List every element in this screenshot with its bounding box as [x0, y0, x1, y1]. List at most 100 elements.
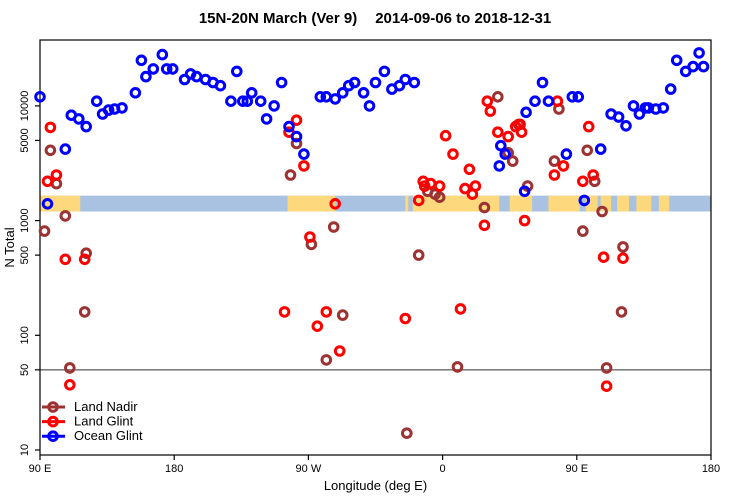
- data-point-ocean-glint: [178, 73, 191, 86]
- data-point-land-nadir: [492, 91, 504, 103]
- x-tick-label: 90 W: [296, 463, 322, 475]
- legend-marker: [47, 415, 59, 428]
- plot-border: [39, 39, 712, 456]
- map-band-land: [617, 195, 629, 212]
- map-band-land: [600, 195, 612, 212]
- y-tick-label: 10: [19, 444, 31, 456]
- data-point-land-glint: [484, 105, 497, 117]
- data-point-ocean-glint: [693, 47, 705, 59]
- data-point-land-nadir: [44, 144, 57, 157]
- map-band-ocean: [40, 195, 711, 212]
- data-point-land-glint: [577, 175, 589, 188]
- y-tick-label: 5000: [19, 128, 31, 152]
- data-point-land-glint: [278, 306, 291, 318]
- data-point-ocean-glint: [536, 76, 549, 89]
- data-point-land-glint: [459, 182, 471, 195]
- x-axis-label: Longitude (deg E): [324, 478, 427, 493]
- data-point-ocean-glint: [687, 60, 699, 73]
- map-band-land: [548, 195, 580, 212]
- map-band-land: [585, 195, 598, 212]
- data-point-land-nadir: [327, 221, 340, 233]
- data-point-ocean-glint: [697, 60, 710, 73]
- chart-title: 15N-20N March (Ver 9) 2014-09-06 to 2018-…: [0, 10, 750, 27]
- data-point-land-glint: [548, 169, 561, 181]
- map-band-land: [636, 195, 652, 212]
- data-point-ocean-glint: [572, 91, 585, 103]
- data-point-land-glint: [447, 148, 459, 160]
- data-point-land-nadir: [59, 210, 72, 222]
- data-point-land-nadir: [412, 249, 425, 261]
- data-point-land-nadir: [290, 137, 303, 150]
- x-tick-label: 180: [165, 463, 183, 475]
- y-tick-label: 100: [19, 326, 31, 344]
- data-point-ocean-glint: [41, 198, 54, 210]
- map-band-land: [658, 195, 670, 212]
- data-point-land-glint: [64, 379, 76, 391]
- legend-label-land-nadir: Land Nadir: [74, 399, 138, 414]
- y-tick-label: 500: [19, 246, 31, 264]
- data-point-ocean-glint: [348, 76, 361, 89]
- data-point-land-nadir: [596, 205, 608, 218]
- data-point-land-nadir: [548, 155, 561, 167]
- data-point-land-glint: [44, 121, 57, 134]
- data-point-land-nadir: [38, 225, 51, 237]
- data-point-ocean-glint: [594, 143, 607, 155]
- data-point-ocean-glint: [393, 79, 406, 92]
- data-point-ocean-glint: [620, 120, 632, 132]
- data-point-land-glint: [463, 163, 476, 176]
- data-point-ocean-glint: [612, 111, 625, 123]
- data-point-ocean-glint: [320, 91, 333, 103]
- data-point-land-glint: [515, 126, 528, 138]
- data-point-land-glint: [290, 114, 303, 126]
- data-point-land-glint: [518, 214, 531, 227]
- data-point-ocean-glint: [566, 91, 579, 103]
- data-point-ocean-glint: [268, 100, 280, 112]
- data-point-land-nadir: [433, 191, 446, 203]
- data-point-ocean-glint: [260, 113, 273, 125]
- data-point-ocean-glint: [578, 194, 591, 207]
- chart-title-main: 15N-20N March (Ver 9): [198, 10, 358, 27]
- data-point-land-nadir: [78, 306, 91, 318]
- data-point-ocean-glint: [166, 63, 179, 75]
- data-point-land-glint: [587, 169, 600, 181]
- x-tick-label: 90 E: [565, 463, 588, 475]
- data-point-ocean-glint: [495, 139, 507, 152]
- y-tick-label: 10000: [19, 91, 31, 122]
- data-point-land-glint: [551, 95, 564, 107]
- data-point-ocean-glint: [329, 93, 342, 105]
- data-point-ocean-glint: [670, 54, 683, 67]
- y-axis-label: N Total: [2, 227, 17, 267]
- data-point-ocean-glint: [542, 95, 555, 107]
- data-point-ocean-glint: [363, 100, 376, 112]
- data-point-land-glint: [502, 130, 515, 143]
- data-point-ocean-glint: [399, 73, 412, 86]
- data-point-land-glint: [582, 120, 595, 133]
- data-point-ocean-glint: [147, 63, 160, 75]
- data-point-land-glint: [304, 231, 316, 243]
- data-point-ocean-glint: [129, 87, 142, 99]
- data-point-land-glint: [454, 303, 467, 315]
- data-point-land-glint: [557, 160, 570, 172]
- data-point-land-nadir: [336, 309, 349, 321]
- data-point-land-nadir: [600, 362, 613, 374]
- data-point-ocean-glint: [190, 70, 203, 83]
- data-point-ocean-glint: [73, 113, 85, 125]
- data-point-ocean-glint: [237, 95, 249, 107]
- data-point-land-glint: [78, 253, 91, 266]
- data-point-land-glint: [600, 380, 613, 393]
- data-point-ocean-glint: [493, 160, 506, 172]
- legend-marker: [47, 401, 59, 413]
- data-point-land-nadir: [401, 427, 413, 440]
- data-point-land-nadir: [451, 361, 464, 373]
- map-band-land: [405, 195, 409, 212]
- data-point-land-nadir: [320, 354, 333, 366]
- data-point-ocean-glint: [245, 87, 258, 99]
- data-point-land-glint: [481, 95, 494, 107]
- data-point-ocean-glint: [156, 48, 169, 61]
- data-point-ocean-glint: [336, 87, 349, 99]
- data-point-ocean-glint: [160, 63, 173, 75]
- data-point-ocean-glint: [90, 95, 103, 107]
- data-point-land-glint: [59, 253, 72, 266]
